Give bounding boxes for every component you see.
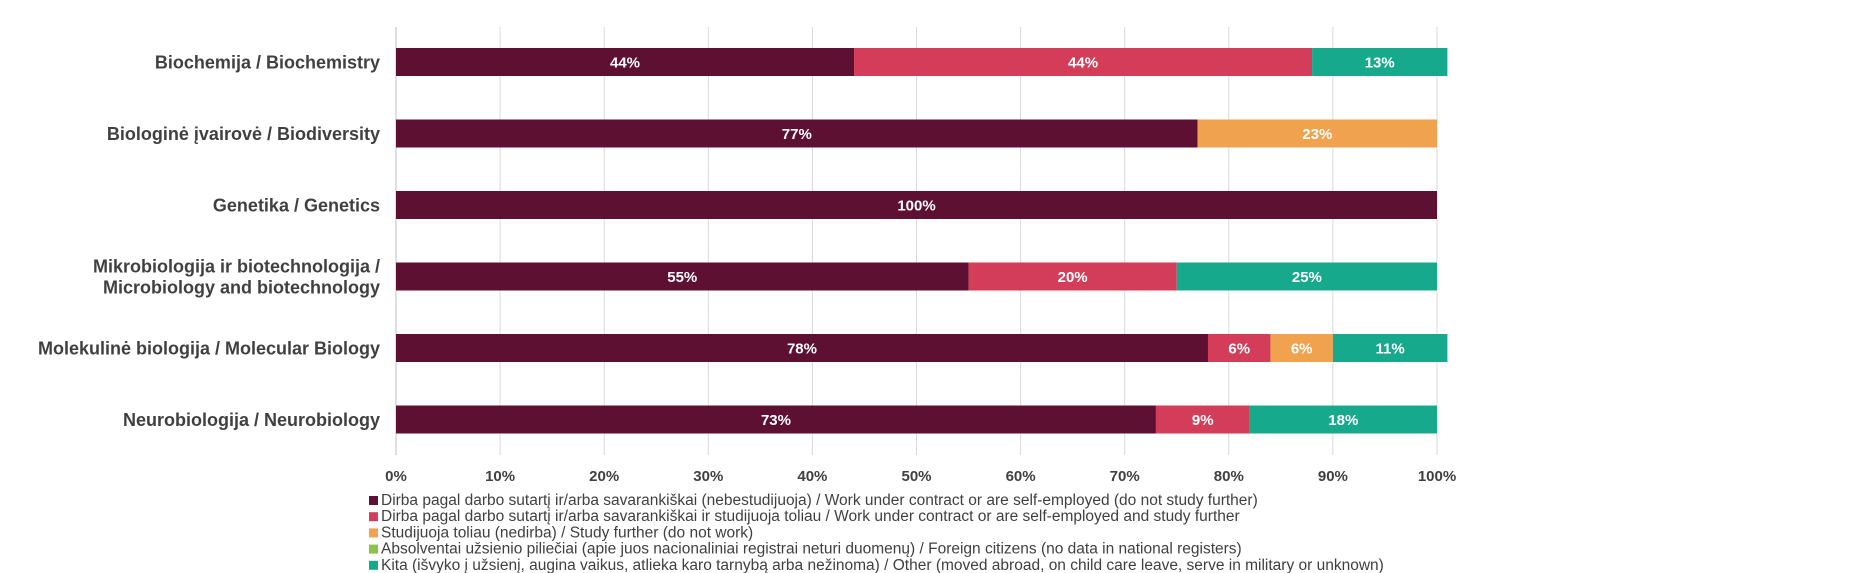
legend-swatch xyxy=(369,544,378,554)
bar-segment xyxy=(1270,334,1333,362)
bar-segment xyxy=(1249,405,1437,434)
bar-value-label: 6% xyxy=(1291,341,1313,358)
bar-value-label: 44% xyxy=(610,55,640,72)
bar-segment xyxy=(1197,119,1437,148)
bar-segment xyxy=(396,334,1208,362)
bar-segment xyxy=(396,119,1198,148)
bar-segment xyxy=(854,48,1313,76)
bar-segment xyxy=(396,262,969,291)
bar-value-label: 13% xyxy=(1365,55,1395,72)
x-tick-label: 90% xyxy=(1318,468,1348,485)
x-tick-label: 50% xyxy=(901,468,931,485)
bar-value-label: 44% xyxy=(1068,55,1098,72)
bar-segment xyxy=(396,48,855,76)
category-label: Genetika / Genetics xyxy=(213,196,380,216)
bar-value-label: 73% xyxy=(761,412,791,429)
bar-segment xyxy=(968,262,1177,291)
bar-value-label: 55% xyxy=(667,269,697,286)
category-label: Mikrobiologija ir biotechnologija / xyxy=(93,257,380,277)
bar-segment xyxy=(1207,334,1271,362)
bar-value-label: 23% xyxy=(1302,126,1332,143)
x-tick-label: 70% xyxy=(1110,468,1140,485)
gridlines xyxy=(395,27,1438,455)
category-label: Molekulinė biologija / Molecular Biology xyxy=(38,339,380,359)
legend-entry-label: Dirba pagal darbo sutartį ir/arba savara… xyxy=(381,508,1240,525)
x-tick-label: 0% xyxy=(385,468,407,485)
x-tick-label: 60% xyxy=(1006,468,1036,485)
bar-value-label: 6% xyxy=(1228,341,1250,358)
bar-value-label: 25% xyxy=(1292,269,1322,286)
bar-value-label: 11% xyxy=(1376,341,1405,358)
legend-entry-label: Studijuoja toliau (nedirba) / Study furt… xyxy=(381,524,753,541)
legend-swatch xyxy=(369,528,378,538)
legend-entry-label: Dirba pagal darbo sutartį ir/arba savara… xyxy=(381,492,1258,509)
bar-segment xyxy=(1155,405,1250,434)
x-tick-label: 10% xyxy=(485,468,515,485)
x-tick-label: 100% xyxy=(1418,468,1456,485)
legend-entry-label: Kita (išvyko į užsienį, augina vaikus, a… xyxy=(381,557,1384,573)
legend-swatch xyxy=(369,512,378,522)
x-tick-label: 30% xyxy=(693,468,723,485)
bar-segment xyxy=(1176,262,1437,291)
legend: Dirba pagal darbo sutartį ir/arba savara… xyxy=(369,492,1384,573)
bar-value-label: 78% xyxy=(787,341,817,358)
x-tick-label: 20% xyxy=(589,468,619,485)
bar-segment xyxy=(1332,334,1448,362)
bar-value-label: 100% xyxy=(897,198,935,215)
category-label: Neurobiologija / Neurobiology xyxy=(123,410,380,430)
bar-value-label: 77% xyxy=(782,126,812,143)
bar-segment xyxy=(1312,48,1448,76)
bar-value-label: 9% xyxy=(1192,412,1214,429)
bar-segment xyxy=(396,191,1437,219)
bar-value-label: 18% xyxy=(1328,412,1358,429)
legend-entry-label: Absolventai užsienio piliečiai (apie juo… xyxy=(381,541,1242,558)
x-axis-tick-labels: 0% 10% 20% 30% 40% 50% 60% 70% 80% 90% 100% xyxy=(385,468,1456,485)
x-tick-label: 40% xyxy=(797,468,827,485)
bar-segment xyxy=(396,405,1156,434)
x-tick-label: 80% xyxy=(1214,468,1244,485)
bar-value-label: 20% xyxy=(1058,269,1088,286)
category-label: Microbiology and biotechnology xyxy=(103,278,380,298)
bars xyxy=(396,48,1448,434)
legend-swatch xyxy=(369,560,378,570)
category-label: Biochemija / Biochemistry xyxy=(155,53,380,73)
category-labels: Biochemija / Biochemistry Biologinė įvair… xyxy=(38,53,380,431)
legend-swatch xyxy=(369,496,378,505)
category-label: Biologinė įvairovė / Biodiversity xyxy=(107,124,380,144)
bar-value-labels: 44% 44% 13% 77% 23% 100% 55% 20% 25% 78% 6% 6% 11% 73… xyxy=(610,55,1405,430)
